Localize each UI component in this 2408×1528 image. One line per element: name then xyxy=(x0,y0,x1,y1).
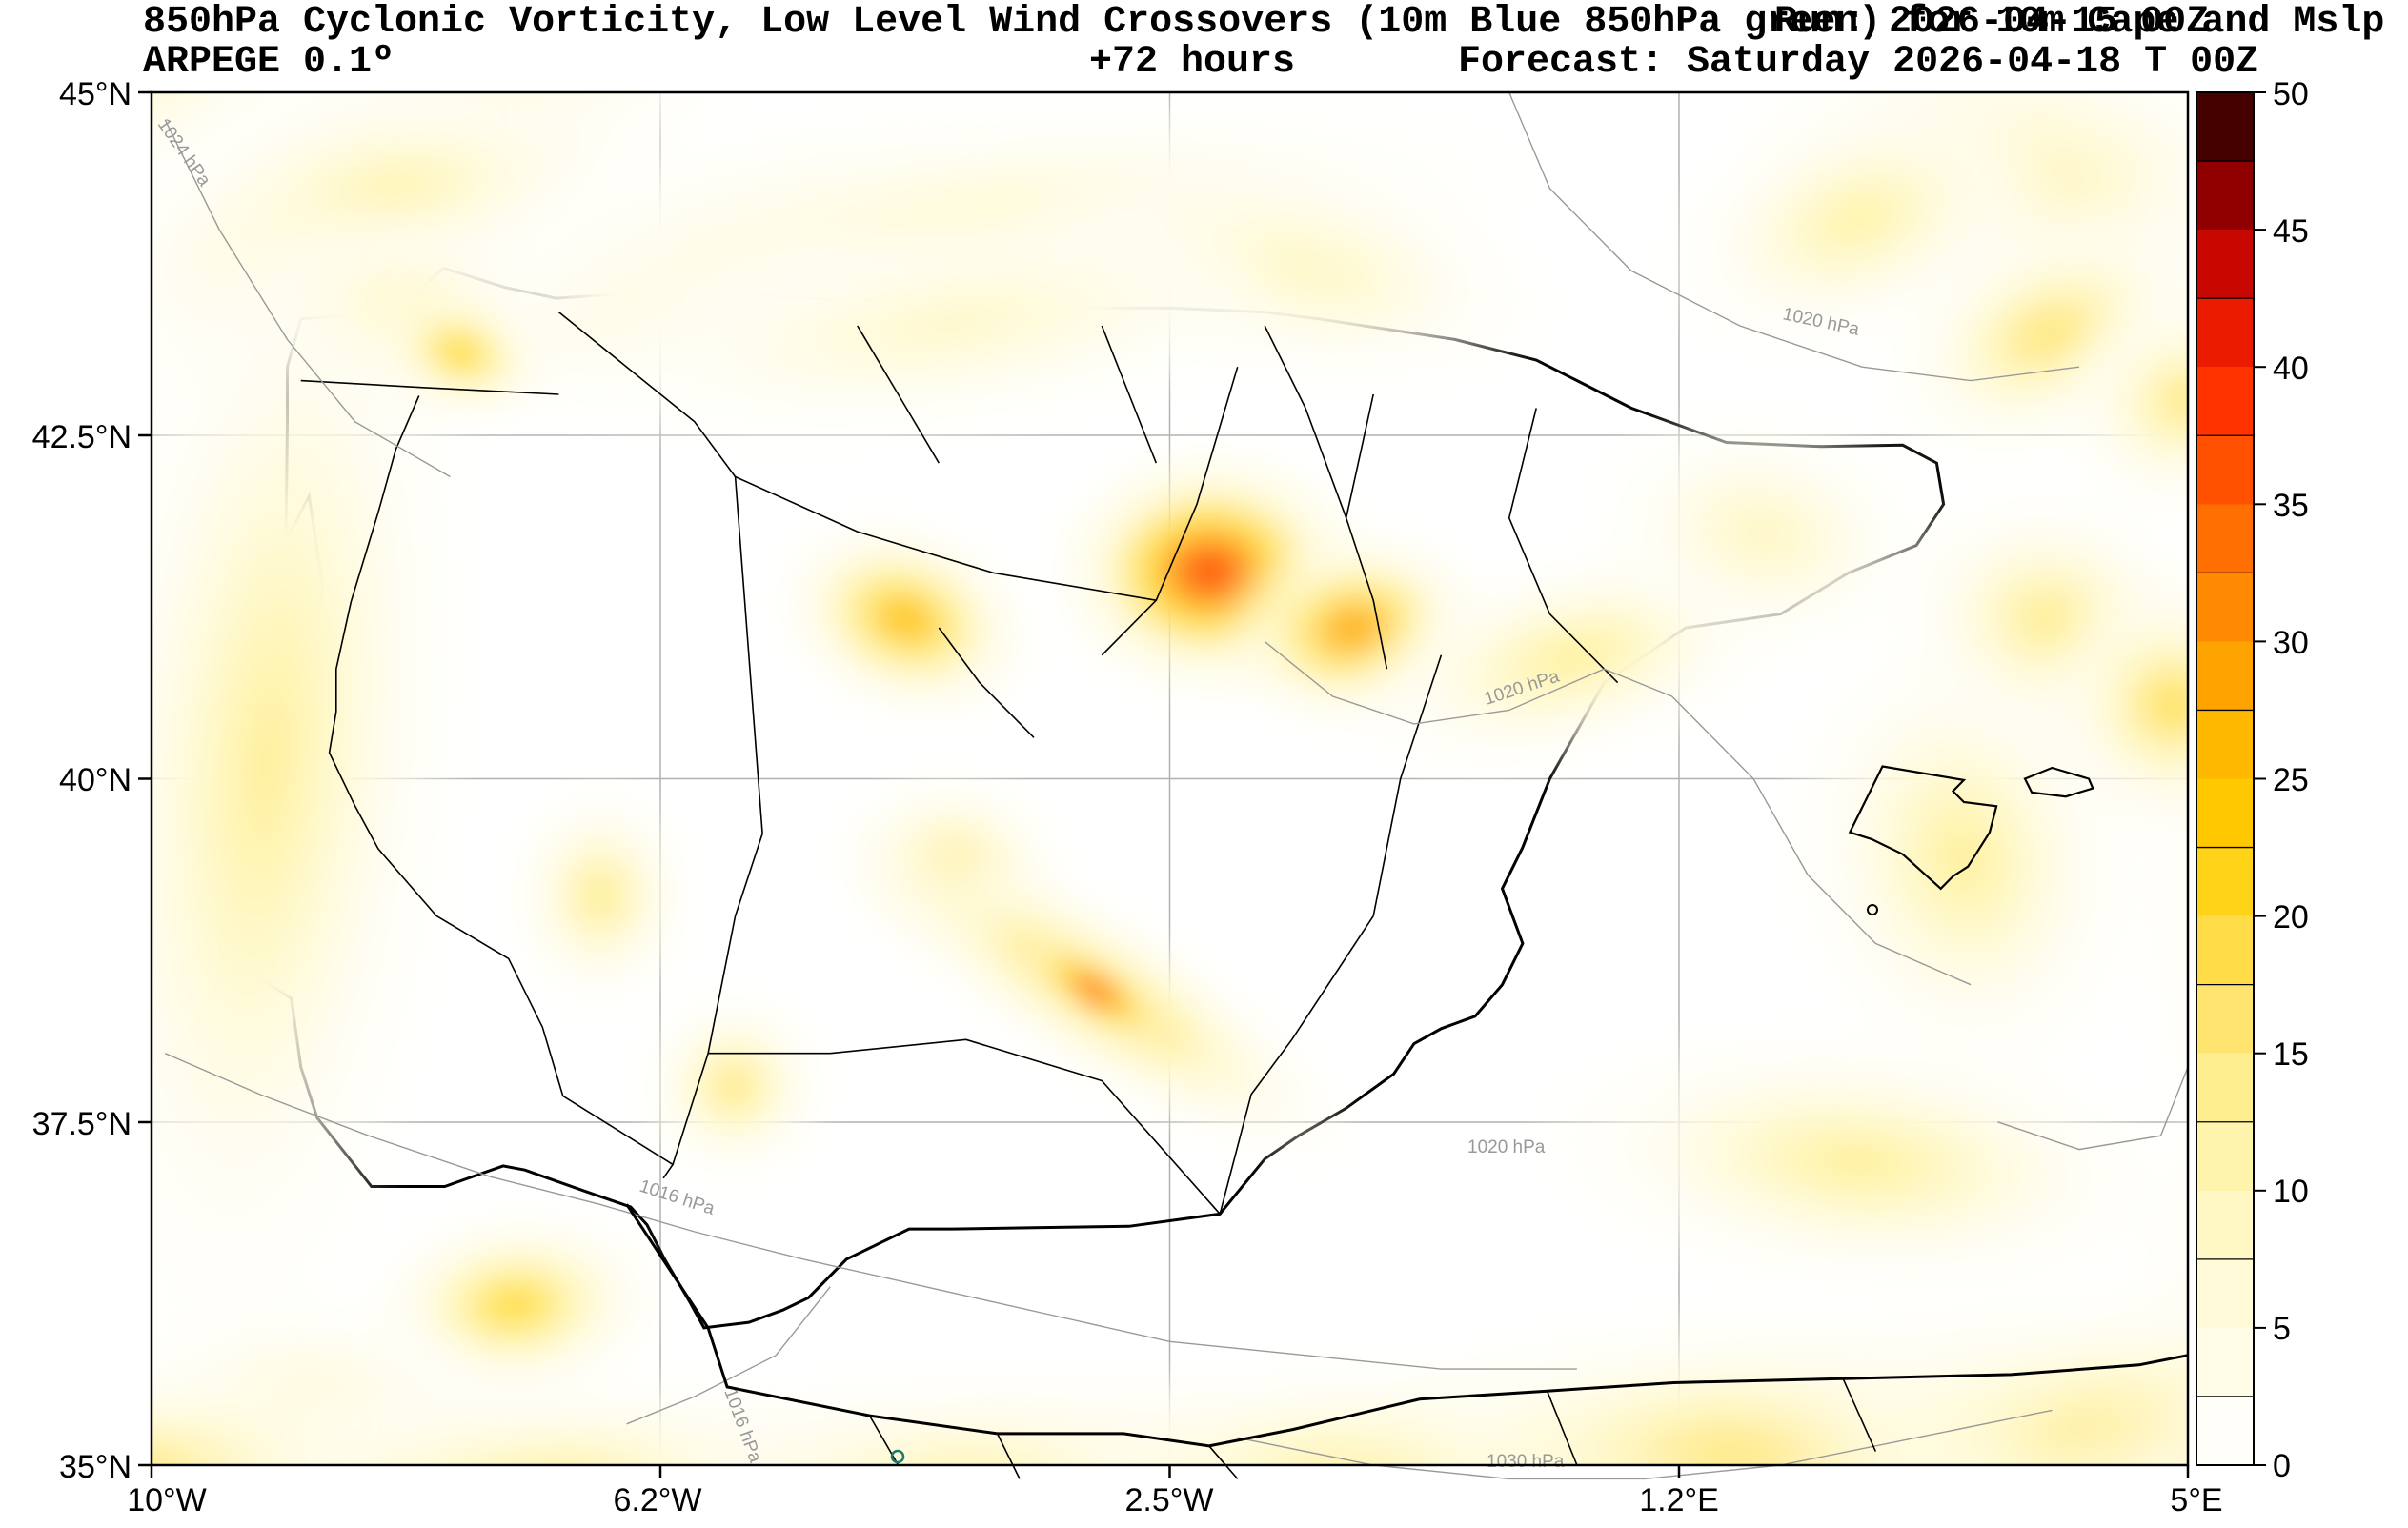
svg-text:1030 hPa: 1030 hPa xyxy=(1487,1452,1565,1472)
svg-text:1020 hPa: 1020 hPa xyxy=(1467,1137,1546,1157)
